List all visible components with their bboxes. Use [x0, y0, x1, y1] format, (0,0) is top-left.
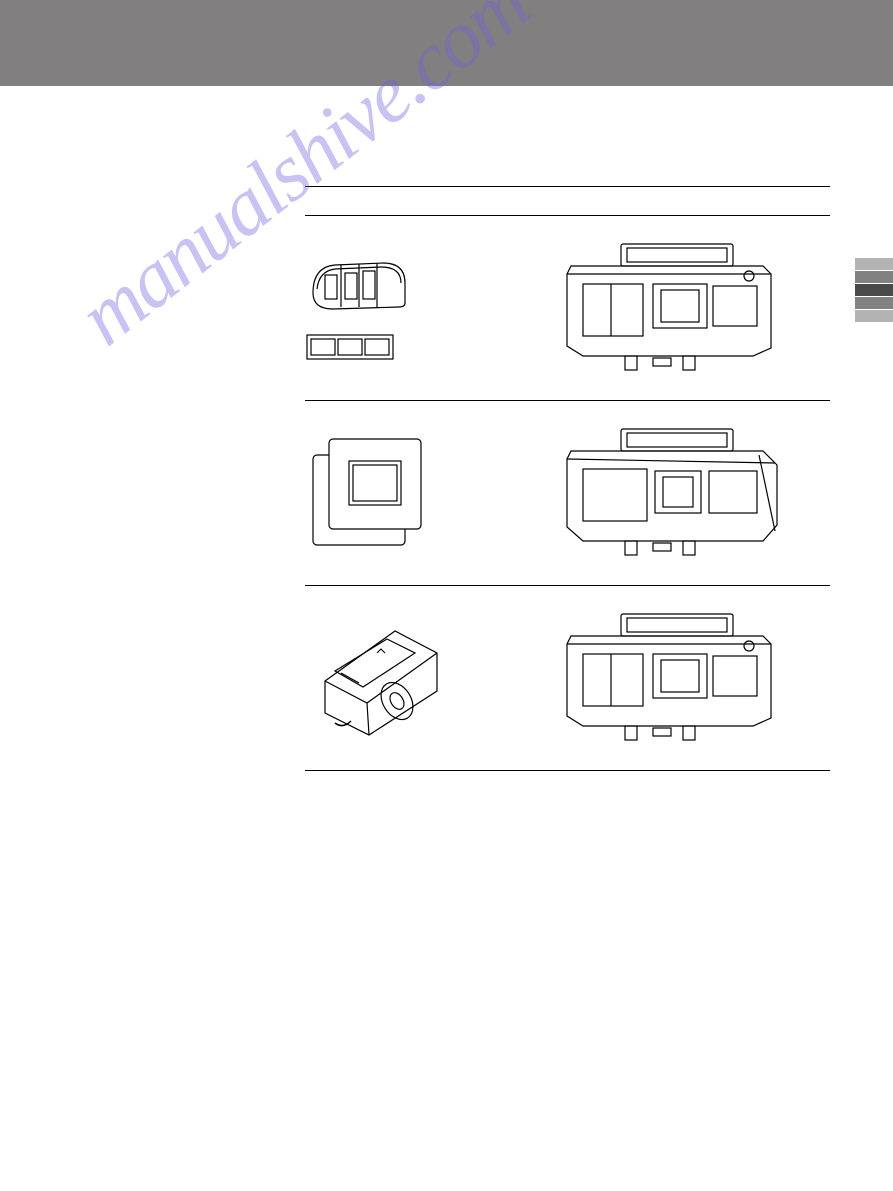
scanner-slide-icon [553, 423, 783, 563]
media-column [305, 433, 505, 553]
film-curl-icon [305, 255, 415, 315]
device-column [505, 238, 830, 378]
device-column [505, 423, 830, 563]
aps-cartridge-icon [305, 613, 455, 743]
table-header-row [305, 187, 830, 215]
media-column [305, 613, 505, 743]
media-adapter-table [305, 186, 830, 771]
section-tab [855, 258, 893, 322]
scanner-film-icon [553, 238, 783, 378]
top-banner [0, 0, 893, 86]
device-column [505, 608, 830, 748]
scanner-aps-icon [553, 608, 783, 748]
table-bottom-border [305, 770, 830, 771]
table-row [305, 216, 830, 400]
slide-frames-icon [305, 433, 435, 553]
media-column [305, 255, 505, 361]
table-row [305, 401, 830, 585]
film-strip-icon [305, 333, 395, 361]
table-row [305, 586, 830, 770]
